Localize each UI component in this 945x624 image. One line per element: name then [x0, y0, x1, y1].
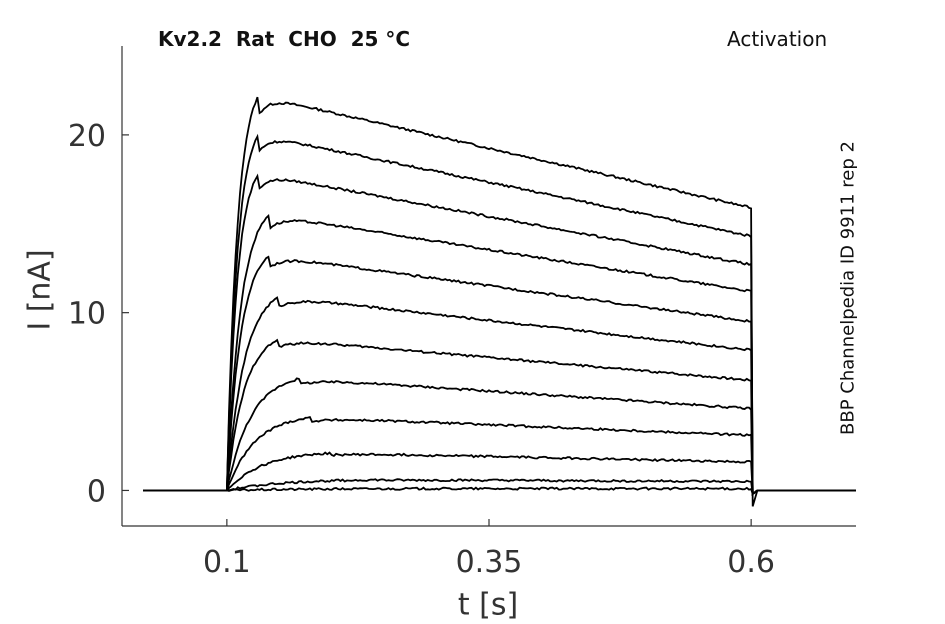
source-id-label: BBP Channelpedia ID 9911 rep 2: [837, 141, 859, 435]
protocol-label: Activation: [727, 27, 828, 51]
current-trace: [143, 478, 856, 496]
current-trace: [143, 296, 856, 496]
current-trace: [143, 133, 856, 496]
current-trace: [143, 416, 856, 496]
current-trace: [143, 451, 856, 496]
y-tick-label: 20: [68, 119, 106, 154]
x-tick-label: 0.35: [456, 545, 523, 580]
y-tick-label: 10: [68, 297, 106, 332]
current-trace: [143, 486, 856, 496]
y-axis-label: I [nA]: [22, 249, 58, 331]
x-tick-label: 0.1: [203, 545, 251, 580]
current-trace: [143, 173, 856, 496]
chart-title: Kv2.2 Rat CHO 25 °C: [158, 27, 411, 51]
current-trace: [143, 377, 856, 496]
axes: 0 10 20 0.1 0.35 0.6: [68, 46, 856, 580]
y-tick-label: 0: [87, 474, 106, 509]
x-axis-label: t [s]: [457, 587, 519, 623]
current-trace: [143, 338, 856, 496]
current-trace: [143, 255, 856, 496]
current-trace: [143, 96, 856, 507]
current-trace: [143, 214, 856, 496]
x-tick-label: 0.6: [727, 545, 775, 580]
traces: [143, 96, 856, 507]
